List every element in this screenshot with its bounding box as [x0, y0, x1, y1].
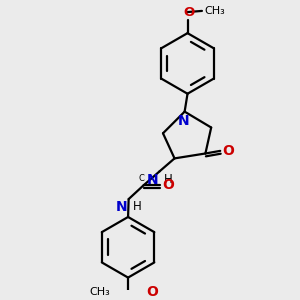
Text: H: H: [133, 200, 141, 213]
Text: N: N: [177, 114, 189, 128]
Text: CH₃: CH₃: [89, 287, 110, 297]
Text: C: C: [138, 174, 144, 183]
Text: CH₃: CH₃: [205, 6, 226, 16]
Text: O: O: [183, 6, 195, 19]
Text: O: O: [162, 178, 174, 192]
Text: O: O: [146, 285, 158, 299]
Text: N: N: [116, 200, 127, 214]
Text: N: N: [147, 172, 158, 187]
Text: O: O: [223, 144, 234, 158]
Text: H: H: [164, 172, 172, 185]
